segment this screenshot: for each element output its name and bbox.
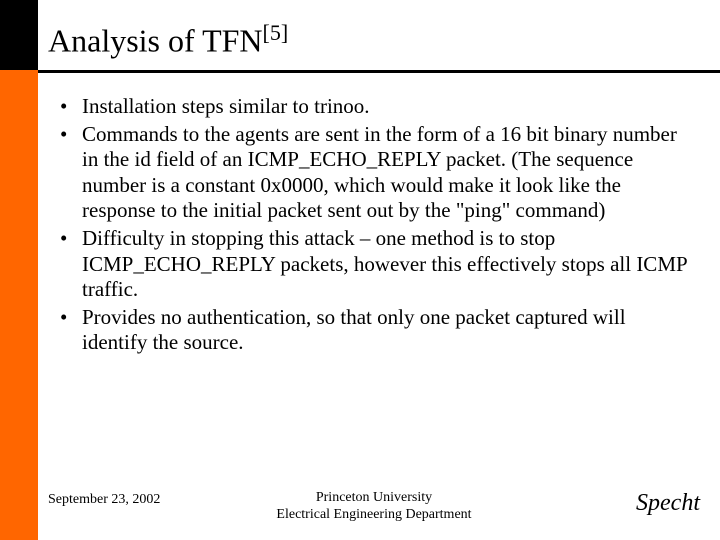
bullet-list: Installation steps similar to trinoo. Co…: [60, 94, 692, 356]
footer: September 23, 2002 Princeton University …: [48, 490, 700, 530]
list-item: Installation steps similar to trinoo.: [60, 94, 692, 120]
title-citation: [5]: [263, 20, 289, 45]
title-main: Analysis of TFN: [48, 23, 263, 59]
footer-affiliation: Princeton University Electrical Engineer…: [48, 490, 700, 524]
footer-line2: Electrical Engineering Department: [276, 507, 471, 522]
footer-author: Specht: [636, 490, 700, 517]
list-item: Commands to the agents are sent in the f…: [60, 122, 692, 224]
list-item: Provides no authentication, so that only…: [60, 305, 692, 356]
list-item: Difficulty in stopping this attack – one…: [60, 226, 692, 303]
title-wrap: Analysis of TFN[5]: [48, 20, 700, 60]
title-rule: [38, 70, 720, 73]
footer-line1: Princeton University: [316, 490, 432, 505]
accent-bar: [0, 0, 38, 540]
slide-title: Analysis of TFN[5]: [48, 20, 700, 60]
content-area: Installation steps similar to trinoo. Co…: [60, 94, 692, 358]
